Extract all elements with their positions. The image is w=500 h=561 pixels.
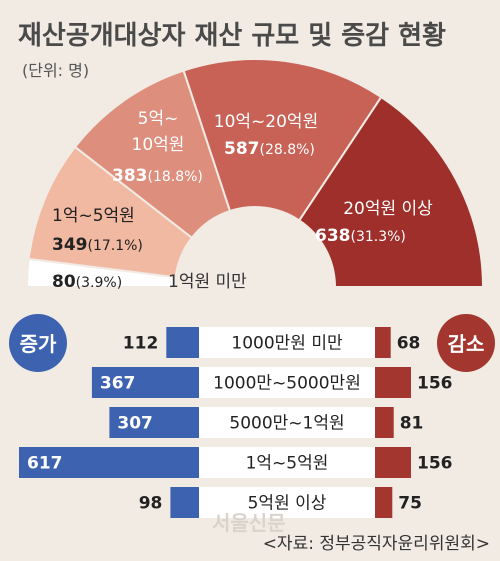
decrease-bar bbox=[375, 407, 394, 438]
pie-slice-name: 10억원 bbox=[132, 135, 185, 155]
category-box bbox=[199, 487, 375, 518]
pie-slice-value: 587(28.8%) bbox=[224, 139, 315, 159]
pie-slice-value: 638(31.3%) bbox=[315, 226, 406, 246]
unit-label: (단위: 명) bbox=[22, 61, 89, 80]
decrease-value: 156 bbox=[417, 454, 453, 474]
decrease-badge-circle bbox=[437, 314, 495, 372]
increase-badge-circle bbox=[9, 314, 67, 372]
increase-bar bbox=[170, 487, 199, 518]
half-donut-chart: 1억원 미만 80(3.9%) 1억~5억원 349(17.1%) 5억~ 10억원 383… bbox=[25, 58, 485, 292]
category-label: 1000만~5000만원 bbox=[213, 374, 361, 394]
pie-slice-name: 10억~20억원 bbox=[214, 112, 318, 132]
category-label: 5억원 이상 bbox=[248, 494, 327, 514]
category-label: 1억~5억원 bbox=[246, 454, 329, 474]
category-label: 5000만~1억원 bbox=[229, 414, 344, 434]
decrease-value: 81 bbox=[400, 414, 424, 434]
decrease-value: 68 bbox=[397, 334, 421, 354]
increase-value: 617 bbox=[27, 454, 63, 474]
donut-hole bbox=[175, 207, 335, 287]
increase-bar bbox=[19, 447, 199, 478]
category-box bbox=[199, 407, 375, 438]
pie-slice-name: 20억원 이상 bbox=[343, 199, 433, 219]
decrease-value: 156 bbox=[417, 374, 453, 394]
pie-slice-value: 349(17.1%) bbox=[52, 235, 143, 255]
pie-slice-name: 5억~ bbox=[138, 109, 179, 129]
watermark: 서울신문 bbox=[212, 511, 286, 535]
decrease-badge: 감소 bbox=[437, 314, 495, 372]
change-bar-chart: 112 1000만원 미만 68 367 1000만~5000만원 156 307 5000만… bbox=[19, 327, 453, 518]
pie-slice-value: 383(18.8%) bbox=[112, 166, 203, 186]
decrease-value: 75 bbox=[398, 494, 422, 514]
decrease-bar bbox=[375, 447, 411, 478]
increase-bar bbox=[109, 407, 199, 438]
decrease-bar bbox=[375, 367, 411, 398]
source-label: <자료: 정부공직자윤리위원회> bbox=[263, 534, 490, 554]
decrease-bar bbox=[375, 327, 391, 358]
category-box bbox=[199, 327, 375, 358]
pie-slice-value: 80(3.9%) bbox=[52, 272, 122, 292]
chart-title: 재산공개대상자 재산 규모 및 증감 현황 bbox=[18, 21, 446, 51]
increase-value: 112 bbox=[123, 334, 159, 354]
decrease-bar bbox=[375, 487, 393, 518]
increase-value: 307 bbox=[117, 414, 152, 434]
decrease-badge-label: 감소 bbox=[448, 332, 485, 356]
increase-badge: 증가 bbox=[9, 314, 67, 372]
increase-value: 367 bbox=[100, 374, 135, 394]
pie-slice-name: 1억원 미만 bbox=[168, 272, 247, 292]
category-label: 1000만원 미만 bbox=[231, 334, 343, 354]
increase-value: 98 bbox=[139, 494, 163, 514]
increase-badge-label: 증가 bbox=[20, 332, 57, 356]
pie-slice-name: 1억~5억원 bbox=[52, 206, 135, 226]
category-box bbox=[199, 447, 375, 478]
increase-bar bbox=[166, 327, 199, 358]
increase-bar bbox=[91, 367, 199, 398]
category-box bbox=[199, 367, 375, 398]
